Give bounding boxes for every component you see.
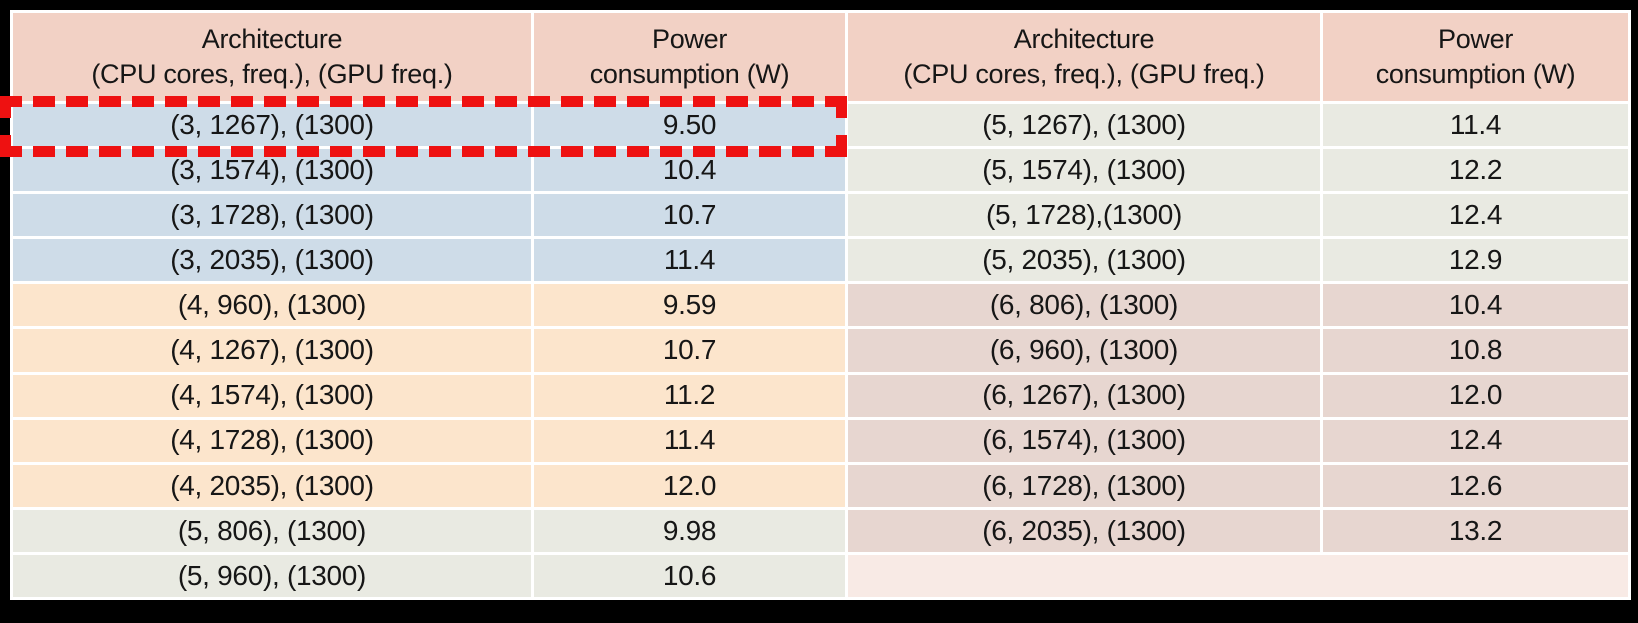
architecture-cell: (6, 1728), (1300) — [848, 464, 1320, 507]
architecture-cell: (6, 806), (1300) — [848, 284, 1320, 327]
header-line: (CPU cores, freq.), (GPU freq.) — [903, 59, 1265, 89]
power-cell: 13.2 — [1323, 509, 1628, 552]
architecture-cell: (4, 1574), (1300) — [13, 374, 531, 417]
power-cell: 12.6 — [1323, 464, 1628, 507]
power-cell: 9.98 — [534, 509, 845, 552]
architecture-cell: (5, 1728),(1300) — [848, 194, 1320, 237]
right-architecture-header: Architecture (CPU cores, freq.), (GPU fr… — [848, 13, 1320, 101]
power-cell: 10.4 — [1323, 284, 1628, 327]
power-cell: 12.4 — [1323, 194, 1628, 237]
header-line: (CPU cores, freq.), (GPU freq.) — [91, 59, 453, 89]
right-power-header: Power consumption (W) — [1323, 13, 1628, 101]
power-cell: 12.2 — [1323, 149, 1628, 192]
architecture-cell: (3, 2035), (1300) — [13, 239, 531, 282]
header-line: Architecture — [201, 23, 343, 54]
power-cell: 12.0 — [534, 464, 845, 507]
architecture-cell: (6, 1267), (1300) — [848, 374, 1320, 417]
power-cell: 12.9 — [1323, 239, 1628, 282]
header-line: consumption (W) — [589, 59, 790, 89]
right-table: Architecture (CPU cores, freq.), (GPU fr… — [848, 13, 1628, 597]
header-line: Power — [1437, 23, 1514, 54]
power-cell: 10.6 — [534, 554, 845, 597]
architecture-cell: (3, 1728), (1300) — [13, 194, 531, 237]
power-cell: 11.4 — [534, 239, 845, 282]
architecture-cell: (5, 806), (1300) — [13, 509, 531, 552]
architecture-cell: (6, 960), (1300) — [848, 329, 1320, 372]
architecture-cell: (6, 2035), (1300) — [848, 509, 1320, 552]
architecture-cell: (4, 1728), (1300) — [13, 419, 531, 462]
architecture-cell: (4, 2035), (1300) — [13, 464, 531, 507]
power-cell: 10.7 — [534, 194, 845, 237]
architecture-cell: (5, 1267), (1300) — [848, 104, 1320, 147]
power-cell: 9.59 — [534, 284, 845, 327]
left-power-header: Power consumption (W) — [534, 13, 845, 101]
table-area: Architecture (CPU cores, freq.), (GPU fr… — [10, 10, 1631, 600]
power-cell: 10.4 — [534, 149, 845, 192]
power-cell: 10.8 — [1323, 329, 1628, 372]
header-line: Architecture — [1013, 23, 1155, 54]
empty-row — [848, 554, 1628, 597]
architecture-cell: (4, 1267), (1300) — [13, 329, 531, 372]
architecture-cell: (5, 960), (1300) — [13, 554, 531, 597]
power-cell: 11.4 — [1323, 104, 1628, 147]
left-architecture-header: Architecture (CPU cores, freq.), (GPU fr… — [13, 13, 531, 101]
power-cell: 12.0 — [1323, 374, 1628, 417]
header-line: consumption (W) — [1375, 59, 1576, 89]
architecture-cell: (5, 2035), (1300) — [848, 239, 1320, 282]
architecture-cell: (6, 1574), (1300) — [848, 419, 1320, 462]
header-line: Power — [651, 23, 728, 54]
power-cell: 10.7 — [534, 329, 845, 372]
power-cell: 11.2 — [534, 374, 845, 417]
power-cell: 12.4 — [1323, 419, 1628, 462]
left-table: Architecture (CPU cores, freq.), (GPU fr… — [13, 13, 845, 597]
power-cell: 11.4 — [534, 419, 845, 462]
architecture-cell: (4, 960), (1300) — [13, 284, 531, 327]
architecture-cell: (3, 1267), (1300) — [13, 104, 531, 147]
architecture-cell: (5, 1574), (1300) — [848, 149, 1320, 192]
power-cell: 9.50 — [534, 104, 845, 147]
architecture-cell: (3, 1574), (1300) — [13, 149, 531, 192]
